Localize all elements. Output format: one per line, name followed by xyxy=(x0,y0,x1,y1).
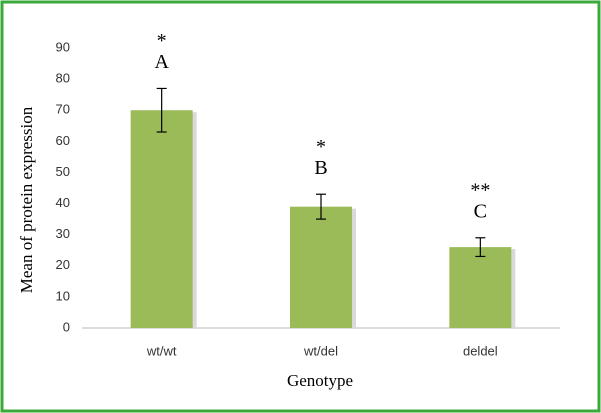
x-tick-label: wt/del xyxy=(303,343,338,358)
y-tick-label: 50 xyxy=(56,164,70,179)
y-tick-label: 60 xyxy=(56,133,70,148)
significance-stars: * xyxy=(316,136,326,158)
y-tick-label: 10 xyxy=(56,288,70,303)
y-tick-label: 0 xyxy=(63,319,70,334)
significance-letter: A xyxy=(154,51,169,73)
y-tick-label: 40 xyxy=(56,195,70,210)
significance-letter: B xyxy=(314,157,327,179)
y-tick-label: 90 xyxy=(56,39,70,54)
y-tick-label: 80 xyxy=(56,71,70,86)
significance-letter: C xyxy=(474,200,487,222)
bar xyxy=(449,247,512,328)
x-tick-label: wt/wt xyxy=(146,343,177,358)
bar xyxy=(130,110,193,328)
significance-stars: ** xyxy=(470,179,490,201)
x-axis-title: Genotype xyxy=(287,371,353,390)
y-tick-label: 70 xyxy=(56,102,70,117)
y-tick-label: 20 xyxy=(56,257,70,272)
y-axis-title: Mean of protein expression xyxy=(17,106,36,293)
x-tick-label: deldel xyxy=(463,343,498,358)
significance-stars: * xyxy=(157,30,167,52)
bar xyxy=(290,206,352,328)
y-tick-label: 30 xyxy=(56,226,70,241)
